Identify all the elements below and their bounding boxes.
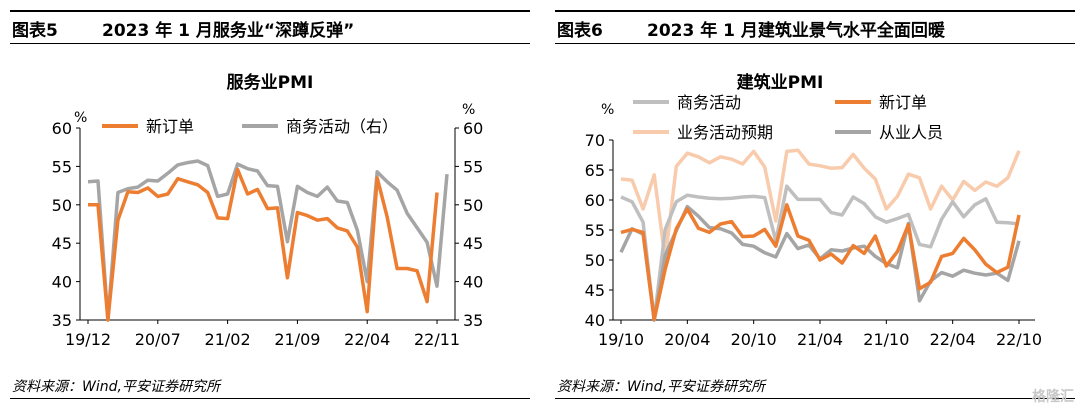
y-axis-left-unit: %: [74, 110, 87, 126]
y-tick-label-left: 45: [52, 234, 72, 253]
y-tick-label-left: 55: [52, 157, 72, 176]
series-line-1: [620, 203, 1021, 322]
series-line-0: [620, 184, 1020, 322]
figure-label: 图表5: [12, 21, 58, 41]
x-tick-label: 22/10: [996, 330, 1042, 349]
chart-title: 建筑业PMI: [737, 72, 824, 93]
y-tick-label-left: 40: [52, 273, 72, 292]
figure-title: 2023 年 1 月建筑业景气水平全面回暖: [647, 21, 945, 41]
x-tick-label: 20/10: [731, 330, 777, 349]
x-tick-label: 19/12: [65, 330, 111, 349]
source-note: 资料来源：Wind,平安证券研究所: [557, 379, 765, 395]
x-tick-label: 21/04: [797, 330, 843, 349]
y-tick-label-right: 50: [463, 196, 483, 215]
series-line-0: [88, 167, 439, 322]
footer-rule: [555, 398, 1075, 399]
x-tick-label: 21/09: [274, 330, 320, 349]
x-tick-label: 20/04: [664, 330, 710, 349]
y-tick-label: 45: [585, 281, 605, 300]
y-tick-label: 60: [585, 191, 605, 210]
y-tick-label-right: 55: [463, 157, 483, 176]
figure-label: 图表6: [557, 21, 603, 41]
watermark: 格隆汇: [1032, 389, 1074, 405]
y-tick-label: 70: [585, 131, 605, 150]
y-tick-label-right: 45: [463, 234, 483, 253]
y-tick-label-left: 50: [52, 196, 72, 215]
chart-title: 服务业PMI: [227, 72, 314, 93]
y-tick-label-right: 35: [463, 311, 483, 330]
x-tick-label: 22/11: [414, 330, 460, 349]
y-axis-unit: %: [601, 102, 614, 118]
figure-5: 图表5 2023 年 1 月服务业“深蹲反弹” 服务业PMI%% 35 35 40 40…: [10, 0, 530, 410]
x-tick-label: 21/10: [863, 330, 909, 349]
legend-label: 新订单: [879, 93, 927, 112]
y-tick-label: 40: [585, 311, 605, 330]
figure-6: 图表6 2023 年 1 月建筑业景气水平全面回暖 建筑业PMI% 40 45 50 5…: [555, 0, 1075, 410]
y-tick-label: 55: [585, 221, 605, 240]
figure-header: 图表5 2023 年 1 月服务业“深蹲反弹”: [10, 10, 530, 44]
y-tick-label-left: 35: [52, 311, 72, 330]
legend-label: 新订单: [146, 117, 194, 136]
figure-header: 图表6 2023 年 1 月建筑业景气水平全面回暖: [555, 10, 1075, 44]
legend-label: 商务活动（右）: [286, 117, 398, 136]
y-axis-right-unit: %: [462, 102, 475, 118]
legend-label: 业务活动预期: [677, 123, 773, 142]
x-tick-label: 21/02: [205, 330, 251, 349]
y-tick-label-right: 40: [463, 273, 483, 292]
services-pmi-chart: 服务业PMI% % 35 35 40 40 45 45 50 50 55 55 60 60 19/12 20/…: [52, 72, 484, 349]
legend-label: 商务活动: [677, 93, 741, 112]
y-tick-label-left: 60: [52, 119, 72, 138]
series-line-1: [87, 159, 449, 322]
x-tick-label: 22/04: [930, 330, 976, 349]
x-tick-label: 19/10: [598, 330, 644, 349]
source-note: 资料来源：Wind,平安证券研究所: [12, 379, 220, 395]
legend-label: 从业人员: [879, 123, 943, 142]
x-tick-label: 22/04: [344, 330, 390, 349]
figure-title: 2023 年 1 月服务业“深蹲反弹”: [102, 21, 355, 41]
footer-rule: [10, 398, 530, 399]
y-tick-label: 65: [585, 161, 605, 180]
y-tick-label: 50: [585, 251, 605, 270]
series-line-2: [620, 148, 1021, 262]
x-tick-label: 20/07: [135, 330, 181, 349]
construction-pmi-chart: 建筑业PMI% 40 45 50 55 60 65 70 19/10 20/04 20/10 21/0…: [585, 72, 1042, 349]
y-tick-label-right: 60: [463, 119, 483, 138]
